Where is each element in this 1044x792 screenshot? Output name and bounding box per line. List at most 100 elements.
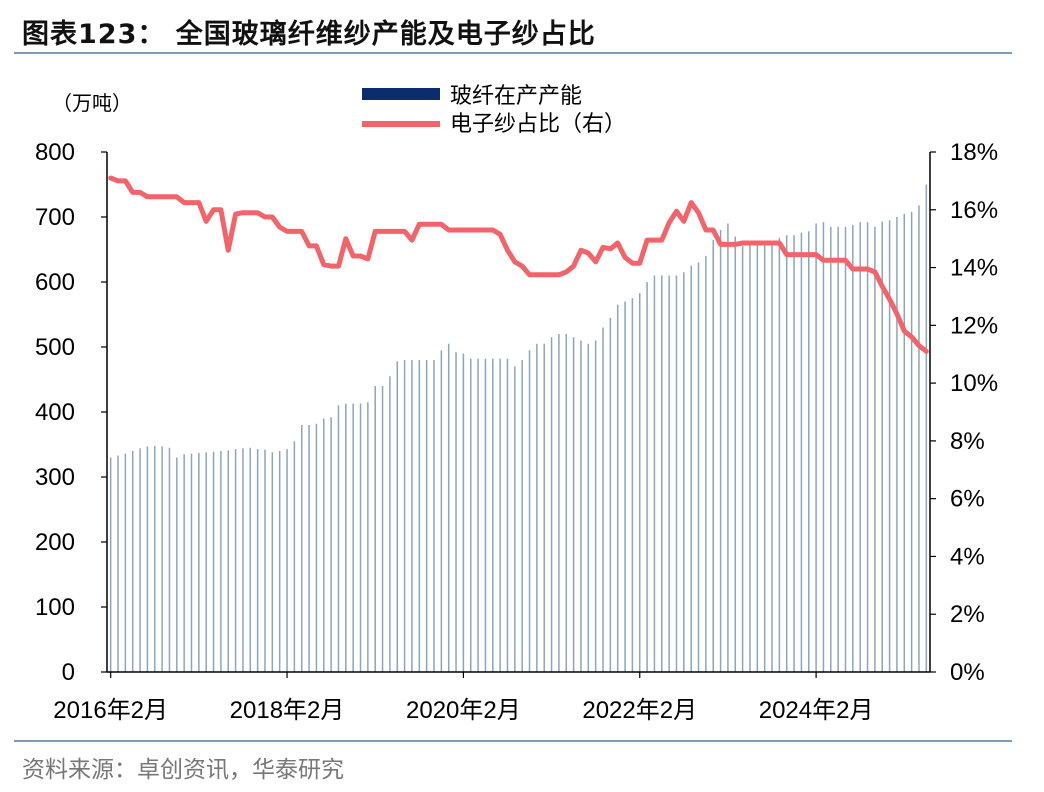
capacity-bar [308,425,310,672]
capacity-bar [168,447,171,672]
left-tick-label: 200 [35,529,75,556]
legend-swatch-electronic-yarn [362,121,440,127]
capacity-bar [785,235,788,672]
capacity-bar [359,403,362,672]
legend: 玻纤在产产能 电子纱占比（右） [362,84,626,137]
capacity-bar [139,448,141,672]
left-tick-label: 500 [35,334,75,361]
capacity-bar [117,455,119,672]
x-tick-label: 2020年2月 [406,697,521,724]
capacity-bar [492,358,494,672]
capacity-bar [183,454,185,672]
capacity-bar [176,457,178,672]
capacity-bar [675,275,678,672]
capacity-bar [528,350,531,672]
x-tick-label: 2018年2月 [230,697,345,724]
capacity-bar [330,417,332,672]
capacity-bar [396,361,399,672]
capacity-bar [256,449,259,672]
capacity-bar [763,242,766,672]
capacity-bar [249,447,252,672]
capacity-bar [734,236,737,672]
left-tick-label: 300 [35,464,75,491]
capacity-bar [198,452,200,672]
capacity-bar [822,222,825,672]
capacity-bar [874,226,876,672]
capacity-bar [638,293,641,672]
capacity-bar [852,224,854,673]
capacity-bar [925,184,928,672]
capacity-bar [205,452,207,672]
right-tick-label: 6% [950,486,985,513]
capacity-bar [565,334,568,672]
capacity-bar [462,353,465,672]
capacity-bar [403,360,406,672]
capacity-bar [242,448,244,672]
capacity-bar [425,360,428,672]
chart-title: 图表123： 全国玻璃纤维纱产能及电子纱占比 [22,19,596,50]
left-tick-label: 600 [35,269,75,296]
capacity-bar [337,405,340,672]
capacity-bar [536,343,538,672]
capacity-bar [624,301,626,672]
capacity-bar [161,446,163,672]
capacity-bar [278,451,281,672]
capacity-bar [367,402,369,672]
capacity-bar [469,358,472,672]
capacity-bar [345,403,347,672]
capacity-bar [220,451,222,672]
capacity-bar [918,205,920,673]
right-tick-label: 0% [950,659,985,686]
x-tick-label: 2024年2月 [759,697,874,724]
capacity-bar [800,232,803,672]
capacity-bar [521,360,523,672]
capacity-bar [616,304,619,672]
capacity-bar [661,275,663,672]
source-note: 资料来源：卓创资讯，华泰研究 [22,757,344,783]
capacity-bar [323,418,325,672]
capacity-bar [793,235,795,672]
left-tick-label: 700 [35,204,75,231]
capacity-bar [837,226,839,672]
capacity-bar [741,246,744,672]
capacity-bar [447,343,450,672]
capacity-bar [190,453,193,672]
capacity-bar [234,449,237,672]
left-tick-label: 0 [62,659,75,686]
capacity-bar [646,282,648,672]
electronic-yarn-share-line [108,175,929,354]
capacity-bar [888,220,891,672]
capacity-bar [844,226,847,672]
capacity-bar [609,317,612,672]
capacity-bar [587,343,590,672]
right-tick-label: 2% [950,601,985,628]
right-tick-label: 8% [950,428,985,455]
capacity-bar [374,386,376,672]
capacity-bar [212,451,215,672]
capacity-bar [315,423,318,672]
capacity-bar [389,376,391,672]
capacity-bar [131,451,134,672]
capacity-bar [910,211,913,673]
capacity-bar [506,358,509,672]
capacity-bar [146,446,149,672]
capacity-bar [756,243,759,672]
capacity-bar [859,222,861,672]
capacity-bar [896,217,898,672]
capacity-bar [499,358,501,672]
capacity-bar [227,450,229,672]
capacity-bar [705,256,707,672]
left-axis-unit: （万吨） [52,91,132,115]
right-tick-label: 18% [950,139,998,166]
right-tick-label: 10% [950,370,998,397]
capacity-bar [154,445,156,672]
capacity-bar [543,343,545,672]
right-tick-label: 14% [950,255,998,282]
legend-label-electronic-yarn: 电子纱占比（右） [450,112,626,137]
capacity-bar [477,358,479,672]
capacity-bar [558,334,560,672]
capacity-bar [697,262,700,672]
capacity-bar [109,457,112,672]
capacity-bar [580,340,582,672]
capacity-bar [866,222,869,672]
